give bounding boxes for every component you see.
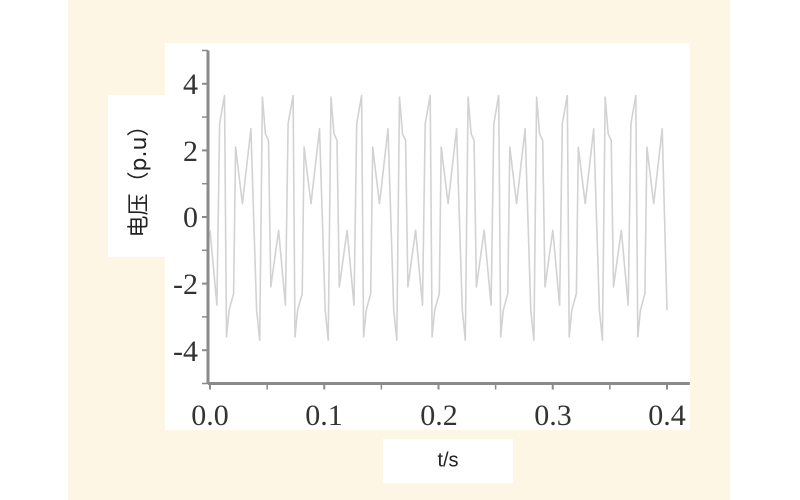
y-tick-label: -2 [173,268,198,301]
ticks [202,49,668,390]
y-tick-label: 4 [183,68,198,101]
y-tick-label: -4 [173,335,198,368]
y-axis-label-box [108,95,165,257]
voltage-series-line [209,94,668,341]
x-axis-label: t/s [437,449,459,472]
x-tick-label: 0.2 [420,399,458,432]
x-tick-label: 0.0 [191,399,229,432]
y-tick-label: 2 [183,135,198,168]
axes [206,50,690,385]
x-tick-label: 0.3 [534,399,572,432]
y-tick-label: 0 [183,201,198,234]
x-axis-label-box [383,439,513,483]
x-tick-label: 0.1 [305,399,343,432]
x-tick-label: 0.4 [648,399,686,432]
